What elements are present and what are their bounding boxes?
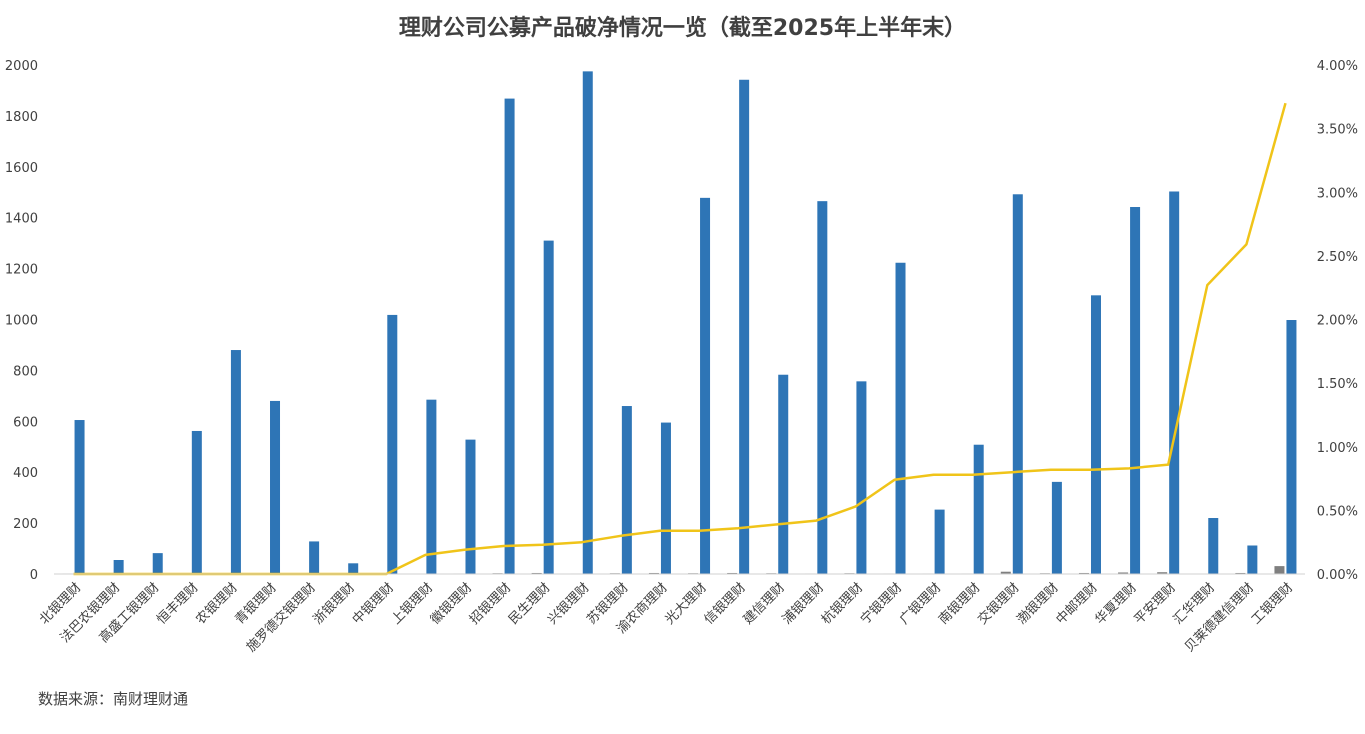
bar-secondary [1157, 572, 1168, 574]
source-note: 数据来源：南财理财通 [38, 690, 189, 708]
line-series [73, 102, 1287, 576]
category-label: 浙银理财 [311, 580, 358, 627]
y-left-tick-label: 1600 [5, 161, 38, 176]
category-label: 杭银理财 [819, 580, 866, 627]
bar-main [309, 541, 320, 574]
y-axis-right-ticks: 0.00% 0.50% 1.00% 1.50% 2.00% 2.50% 3.00% 3.50%… [1317, 59, 1358, 583]
bar-main [465, 439, 476, 574]
bar-main [660, 422, 671, 574]
bar-secondary [727, 572, 738, 574]
category-label: 华夏理财 [1093, 580, 1140, 627]
bar-main [739, 79, 750, 575]
category-label: 工银理财 [1249, 580, 1296, 627]
bar-series-main [74, 71, 1297, 575]
category-label: 中邮理财 [1053, 580, 1100, 627]
category-label: 光大理财 [662, 580, 709, 627]
bar-main [1208, 518, 1219, 574]
category-label: 中银理财 [350, 580, 397, 627]
category-label: 招银理财 [467, 580, 514, 627]
y-right-tick-label: 3.50% [1317, 123, 1358, 138]
y-right-tick-label: 2.50% [1317, 250, 1358, 265]
bar-main [700, 197, 711, 574]
bar-main [543, 240, 554, 575]
bar-main [1051, 481, 1062, 574]
bar-secondary [531, 572, 542, 574]
bar-secondary [1000, 571, 1011, 574]
bar-main [582, 71, 593, 575]
category-label: 宁银理财 [857, 580, 905, 628]
category-label: 施罗德交银理财 [243, 580, 319, 656]
category-label: 贝莱德建信理财 [1182, 580, 1257, 655]
y-left-tick-label: 1000 [5, 314, 38, 329]
chart-title: 理财公司公募产品破净情况一览（截至2025年上半年末） [398, 16, 967, 41]
bar-main [348, 563, 359, 574]
bar-main [230, 350, 241, 574]
bar-main [74, 420, 85, 574]
bar-main [387, 314, 398, 574]
bar-main [1012, 194, 1023, 574]
bar-main [426, 399, 437, 574]
category-label: 平安理财 [1132, 580, 1179, 627]
category-label: 上银理财 [389, 580, 436, 627]
bar-main [1130, 207, 1141, 575]
bar-main [1169, 191, 1180, 574]
y-left-tick-label: 1800 [5, 110, 38, 125]
y-left-tick-label: 600 [13, 415, 38, 430]
y-right-tick-label: 3.00% [1317, 186, 1358, 201]
bar-secondary [1118, 572, 1129, 574]
y-axis-left-ticks: 0 200 400 600 800 1000 1200 1400 1600 1800 2000 [5, 59, 38, 583]
bar-main [934, 509, 945, 574]
bar-main [152, 553, 163, 574]
category-label: 兴银理财 [545, 580, 592, 627]
bar-main [113, 560, 124, 574]
ratio-line [73, 102, 1287, 576]
category-label: 民生理财 [506, 580, 553, 627]
y-left-tick-label: 2000 [5, 59, 38, 74]
category-label: 信银理财 [702, 580, 749, 627]
x-axis-category-labels: 北银理财法巴农银理财高盛工银理财恒丰理财农银理财青银理财施罗德交银理财浙银理财中… [37, 579, 1296, 655]
y-left-tick-label: 200 [13, 517, 38, 532]
category-label: 恒丰理财 [154, 580, 201, 627]
bar-main [895, 262, 906, 574]
bar-main [817, 201, 828, 574]
bar-secondary [1235, 572, 1246, 574]
category-label: 农银理财 [193, 580, 240, 627]
bar-secondary [648, 572, 659, 574]
y-right-tick-label: 1.00% [1317, 441, 1358, 456]
bar-secondary [1078, 572, 1089, 574]
bar-main [191, 430, 202, 574]
y-right-tick-label: 4.00% [1317, 59, 1358, 74]
y-right-tick-label: 0.50% [1317, 504, 1358, 519]
category-label: 广银理财 [897, 580, 944, 627]
y-right-tick-label: 2.00% [1317, 314, 1358, 329]
y-left-tick-label: 1200 [5, 263, 38, 278]
y-left-tick-label: 1400 [5, 212, 38, 227]
y-right-tick-label: 0.00% [1317, 568, 1358, 583]
category-label: 建信理财 [741, 580, 788, 627]
bar-main [621, 406, 632, 574]
bar-main [1286, 320, 1297, 574]
category-label: 交银理财 [975, 580, 1023, 628]
y-left-tick-label: 400 [13, 466, 38, 481]
category-label: 渤银理财 [1014, 580, 1062, 628]
bar-main [1090, 295, 1101, 574]
category-label: 徽银理财 [428, 580, 475, 627]
category-label: 南银理财 [935, 580, 983, 628]
category-label: 浦银理财 [780, 580, 827, 627]
bar-main [856, 381, 867, 574]
y-left-tick-label: 800 [13, 364, 38, 379]
bar-main [778, 374, 789, 574]
bar-secondary [1274, 566, 1285, 574]
bar-main [270, 400, 281, 574]
y-right-tick-label: 1.50% [1317, 377, 1358, 392]
y-left-tick-label: 0 [30, 568, 38, 583]
bar-main [1247, 545, 1258, 574]
bar-main [504, 98, 515, 575]
bar-main [973, 444, 984, 574]
